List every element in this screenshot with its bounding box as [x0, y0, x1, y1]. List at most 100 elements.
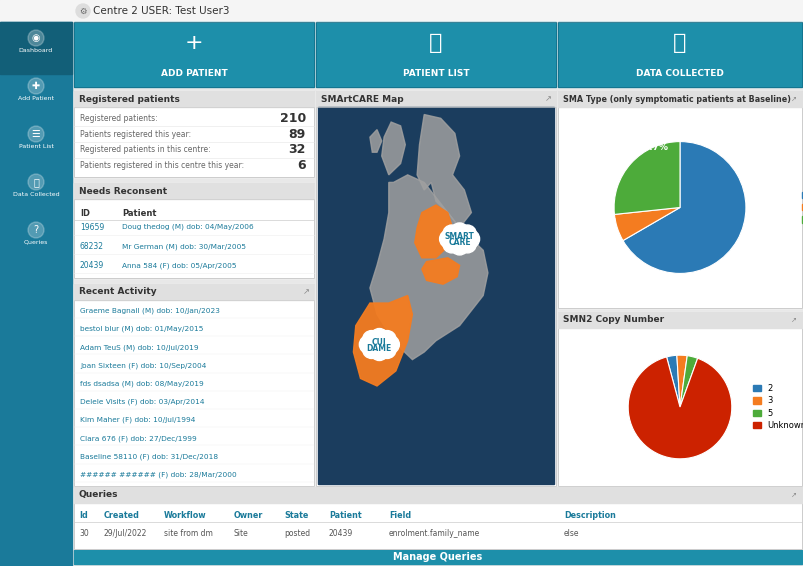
- Text: Patient: Patient: [328, 512, 361, 521]
- Bar: [74, 91, 314, 177]
- Bar: [0, 22, 72, 566]
- Bar: [74, 284, 314, 486]
- Wedge shape: [679, 355, 697, 407]
- Circle shape: [28, 78, 44, 94]
- Text: ADD PATIENT: ADD PATIENT: [161, 70, 227, 79]
- Wedge shape: [613, 142, 679, 215]
- Circle shape: [362, 331, 380, 349]
- Circle shape: [359, 336, 377, 354]
- Bar: [316, 22, 556, 87]
- Text: Delele Visits (F) dob: 03/Apr/2014: Delele Visits (F) dob: 03/Apr/2014: [80, 398, 204, 405]
- Text: 20439: 20439: [328, 530, 353, 538]
- Text: Registered patients: Registered patients: [79, 95, 180, 104]
- Text: Id: Id: [79, 512, 88, 521]
- Text: Add Patient: Add Patient: [18, 96, 54, 101]
- Text: Joan Sixteen (F) dob: 10/Sep/2004: Joan Sixteen (F) dob: 10/Sep/2004: [80, 362, 206, 369]
- Circle shape: [28, 126, 44, 142]
- Bar: [557, 312, 801, 486]
- Polygon shape: [353, 295, 412, 386]
- Text: Patients registered this year:: Patients registered this year:: [80, 130, 191, 139]
- Circle shape: [370, 328, 388, 346]
- Bar: [74, 487, 801, 549]
- Legend: 2, 3, 5, Unknown: 2, 3, 5, Unknown: [748, 381, 803, 434]
- Text: enrolment.family_name: enrolment.family_name: [389, 530, 479, 538]
- Bar: [557, 312, 801, 328]
- Text: 68232: 68232: [80, 242, 104, 251]
- Wedge shape: [676, 355, 687, 407]
- Bar: [74, 183, 314, 278]
- Text: 210: 210: [279, 112, 306, 125]
- Text: Queries: Queries: [79, 491, 118, 500]
- Polygon shape: [369, 175, 487, 359]
- Text: ↗: ↗: [302, 288, 309, 297]
- Text: Queries: Queries: [24, 239, 48, 245]
- Bar: [74, 487, 801, 549]
- Text: ↗: ↗: [790, 317, 796, 323]
- Circle shape: [28, 30, 44, 46]
- Text: 📋: 📋: [33, 177, 39, 187]
- Polygon shape: [417, 114, 471, 228]
- Text: CUI: CUI: [372, 338, 386, 347]
- Text: 66.7%: 66.7%: [618, 367, 652, 378]
- Text: Mr German (M) dob: 30/Mar/2005: Mr German (M) dob: 30/Mar/2005: [122, 243, 246, 250]
- Wedge shape: [622, 142, 745, 273]
- Text: Registered patients in this centre:: Registered patients in this centre:: [80, 145, 210, 155]
- Text: Needs Reconsent: Needs Reconsent: [79, 187, 167, 195]
- Circle shape: [28, 174, 44, 190]
- Circle shape: [439, 230, 457, 248]
- Text: SMArtCARE Map: SMArtCARE Map: [320, 95, 403, 104]
- Text: Clara 676 (F) dob: 27/Dec/1999: Clara 676 (F) dob: 27/Dec/1999: [80, 435, 197, 441]
- Bar: [0, 22, 72, 74]
- Text: PATIENT LIST: PATIENT LIST: [402, 70, 469, 79]
- Bar: [557, 91, 801, 308]
- Text: ☰: ☰: [31, 129, 40, 139]
- Bar: [74, 284, 314, 486]
- Text: Graeme Bagnall (M) dob: 10/Jan/2023: Graeme Bagnall (M) dob: 10/Jan/2023: [80, 308, 219, 314]
- Text: ↗: ↗: [790, 492, 796, 498]
- Circle shape: [76, 4, 90, 18]
- Text: +: +: [185, 33, 203, 53]
- Bar: [316, 91, 556, 486]
- Text: Dashboard: Dashboard: [18, 48, 53, 53]
- Text: site from dm: site from dm: [164, 530, 213, 538]
- Bar: [557, 312, 801, 486]
- Text: Registered patients:: Registered patients:: [80, 114, 157, 123]
- Text: Created: Created: [104, 512, 140, 521]
- Bar: [0, 0, 803, 22]
- Bar: [74, 91, 314, 107]
- Text: 89: 89: [288, 128, 306, 141]
- Text: CARE: CARE: [448, 238, 471, 247]
- Text: fds dsadsa (M) dob: 08/May/2019: fds dsadsa (M) dob: 08/May/2019: [80, 380, 203, 387]
- Text: Site: Site: [234, 530, 248, 538]
- Text: bestol blur (M) dob: 01/May/2015: bestol blur (M) dob: 01/May/2015: [80, 326, 203, 332]
- Circle shape: [377, 331, 396, 349]
- Circle shape: [450, 237, 468, 255]
- Text: 90.3%: 90.3%: [628, 529, 662, 538]
- Bar: [74, 22, 314, 87]
- Bar: [316, 22, 556, 87]
- Text: Recent Activity: Recent Activity: [79, 288, 157, 297]
- Text: Description: Description: [563, 512, 615, 521]
- Text: Patient List: Patient List: [18, 144, 53, 148]
- Circle shape: [366, 332, 392, 358]
- Text: posted: posted: [283, 530, 310, 538]
- Polygon shape: [381, 122, 405, 175]
- Circle shape: [377, 341, 396, 358]
- Text: ✚: ✚: [32, 81, 40, 91]
- Text: 👤: 👤: [429, 33, 442, 53]
- Bar: [74, 22, 314, 87]
- Polygon shape: [422, 258, 459, 284]
- Circle shape: [442, 225, 460, 243]
- Wedge shape: [666, 355, 679, 407]
- Bar: [557, 91, 801, 107]
- Text: ###### ###### (F) dob: 28/Mar/2000: ###### ###### (F) dob: 28/Mar/2000: [80, 471, 236, 478]
- Text: ↗: ↗: [544, 95, 551, 104]
- Bar: [74, 284, 314, 300]
- Text: else: else: [563, 530, 579, 538]
- Text: 29/Jul/2022: 29/Jul/2022: [104, 530, 147, 538]
- Text: SMN2 Copy Number: SMN2 Copy Number: [562, 315, 663, 324]
- Circle shape: [362, 341, 380, 358]
- Bar: [316, 91, 556, 107]
- Text: ?: ?: [34, 225, 39, 235]
- Text: 32: 32: [288, 143, 306, 156]
